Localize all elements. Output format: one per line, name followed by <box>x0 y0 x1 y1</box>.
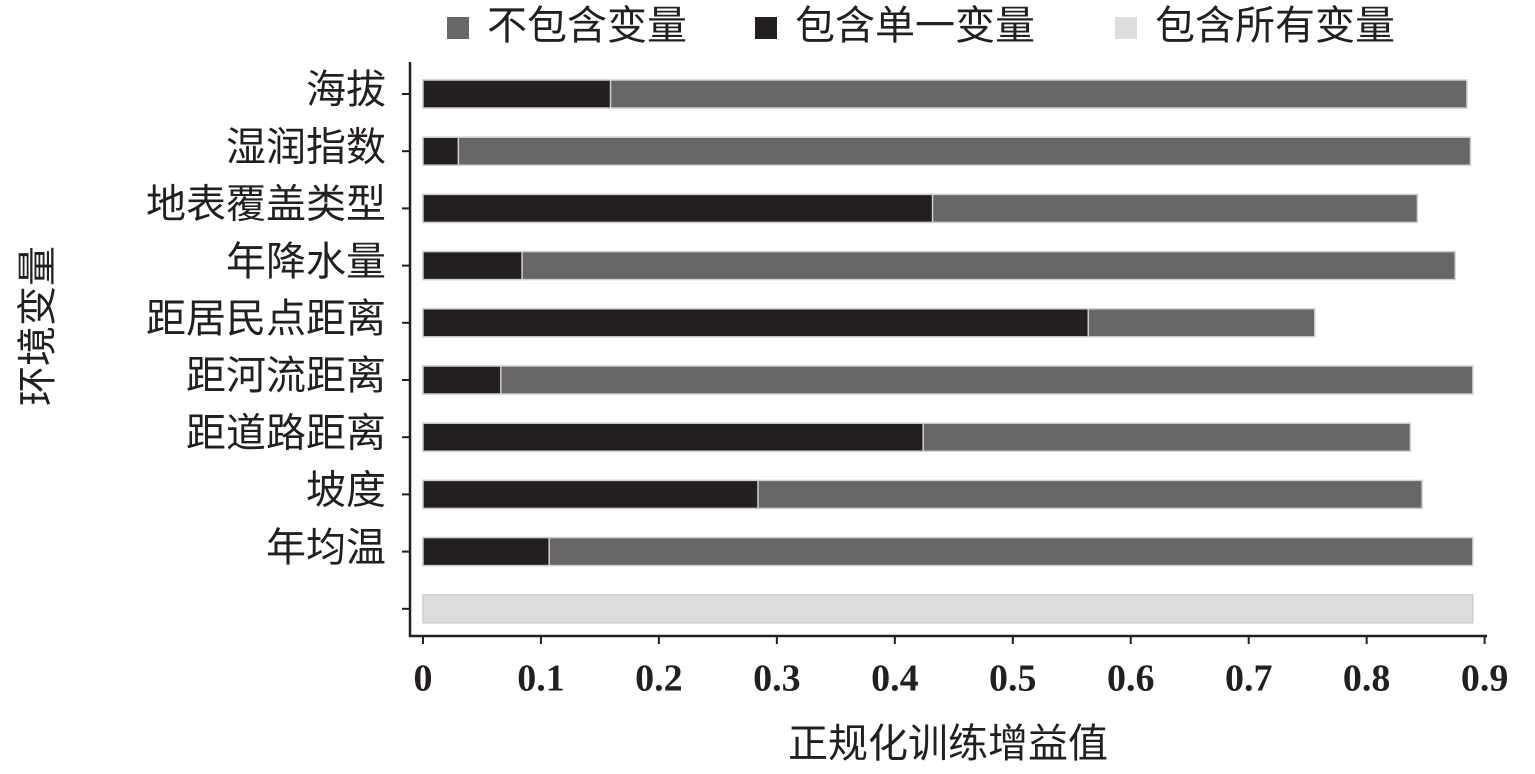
legend-swatch <box>447 17 469 39</box>
y-tick-label: 湿润指数 <box>226 124 386 169</box>
bar <box>422 250 523 281</box>
x-axis-title: 正规化训练增益值 <box>788 721 1108 766</box>
y-tick-label: 坡度 <box>306 468 386 513</box>
bar <box>422 79 612 109</box>
bar <box>422 308 1090 338</box>
bar <box>422 594 1474 624</box>
bar <box>422 365 1474 395</box>
legend-swatch <box>1115 17 1137 39</box>
legend-label: 包含单一变量 <box>795 3 1035 48</box>
y-tick-label: 距河流距离 <box>186 353 386 398</box>
bar <box>422 136 460 166</box>
bar <box>422 422 924 452</box>
y-axis-title: 环境变量 <box>15 246 60 406</box>
x-tick-label: 0.2 <box>635 658 683 700</box>
y-tick-label: 年降水量 <box>226 239 386 284</box>
bar <box>422 193 934 224</box>
bar <box>422 250 1456 281</box>
x-tick-label: 0.1 <box>517 658 565 700</box>
bar <box>422 479 759 510</box>
y-tick-label: 地表覆盖类型 <box>146 182 386 227</box>
x-tick-label: 0.5 <box>989 658 1037 700</box>
x-tick-label: 0.6 <box>1107 658 1155 700</box>
x-tick-label: 0 <box>413 658 432 700</box>
y-tick-label: 海拔 <box>306 67 386 112</box>
y-tick-label: 年均温 <box>266 525 386 570</box>
legend-swatch <box>755 17 777 39</box>
x-tick-label: 0.4 <box>871 658 919 700</box>
legend-label: 包含所有变量 <box>1155 3 1395 48</box>
bar <box>422 365 502 395</box>
bar <box>422 136 1472 166</box>
x-tick-label: 0.9 <box>1461 658 1509 700</box>
y-tick-label: 距道路距离 <box>186 410 386 455</box>
x-tick-label: 0.3 <box>753 658 801 700</box>
y-tick-label: 距居民点距离 <box>146 296 386 341</box>
legend-label: 不包含变量 <box>487 3 687 48</box>
x-tick-label: 0.8 <box>1343 658 1391 700</box>
bar <box>422 536 550 567</box>
x-tick-label: 0.7 <box>1225 658 1273 700</box>
bar <box>422 536 1474 567</box>
